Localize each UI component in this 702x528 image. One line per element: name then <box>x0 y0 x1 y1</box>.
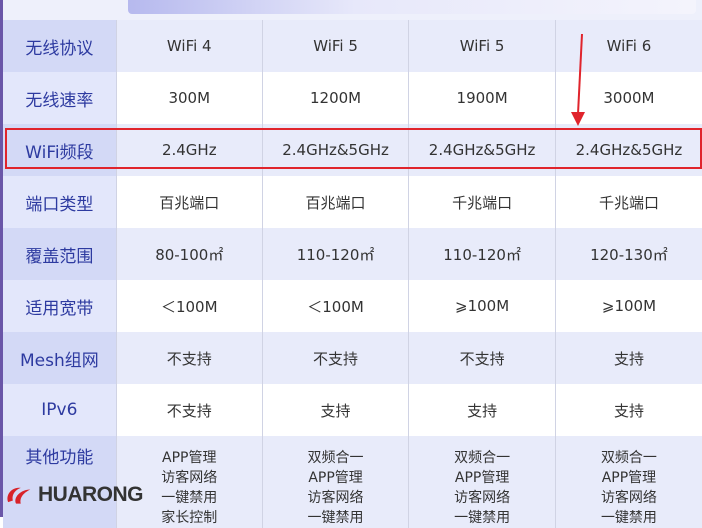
feature-item: APP管理 <box>308 470 363 486</box>
feature-item: 双频合一 <box>307 450 364 466</box>
table-cell: 1900M <box>408 72 556 124</box>
feature-item: APP管理 <box>162 450 217 466</box>
table-cell: 2.4GHz <box>115 124 263 176</box>
row-label: 适用宽带 <box>3 280 117 332</box>
row-label: IPv6 <box>3 384 117 436</box>
banner-bar <box>128 0 696 14</box>
feature-item: 访客网络 <box>161 470 218 486</box>
table-cell: 双频合一 APP管理访客网络一键禁用 <box>261 436 409 528</box>
feature-item: 一键禁用 <box>161 490 218 506</box>
feature-item: 双频合一 <box>454 450 511 466</box>
table-cell: 支持 <box>554 384 702 436</box>
table-row: 覆盖范围 80-100㎡ 110-120㎡ 110-120㎡ 120-130㎡ <box>3 228 702 280</box>
table-row: 端口类型 百兆端口 百兆端口 千兆端口 千兆端口 <box>3 176 702 228</box>
red-arrow-icon <box>571 33 585 126</box>
feature-item: APP管理 <box>454 470 510 486</box>
table-cell: 80-100㎡ <box>115 228 263 280</box>
feature-item: 双频合一 <box>600 450 657 466</box>
feature-item: 一键禁用 <box>600 510 657 526</box>
comparison-table: 无线协议 WiFi 4 WiFi 5 WiFi 5 WiFi 6 无线速率 300M 1200… <box>3 20 702 528</box>
table-cell: 千兆端口 <box>554 176 702 228</box>
table-cell: WiFi 4 <box>115 20 263 72</box>
top-banner <box>0 0 702 20</box>
table-row: Mesh组网 不支持 不支持 不支持 支持 <box>3 332 702 384</box>
table-cell: 2.4GHz&5GHz <box>554 124 702 176</box>
table-cell: 百兆端口 <box>261 176 409 228</box>
table-cell: 百兆端口 <box>115 176 263 228</box>
table-cell: 300M <box>115 72 263 124</box>
table-cell: 双频合一 APP管理访客网络一键禁用 <box>554 436 702 528</box>
watermark-text: HUARONG <box>38 483 144 506</box>
table-row: 适用宽带 ＜100M ＜100M ⩾100M ⩾100M <box>3 280 702 332</box>
row-label: 其他功能 <box>3 436 117 528</box>
table-cell: 支持 <box>408 384 556 436</box>
feature-item: 访客网络 <box>307 490 364 506</box>
table-cell: ＜100M <box>261 280 409 332</box>
table-cell: 支持 <box>261 384 409 436</box>
feature-item: 一键禁用 <box>307 510 364 526</box>
table-cell: 1200M <box>261 72 409 124</box>
row-label: 覆盖范围 <box>3 228 117 280</box>
table-cell: ⩾100M <box>408 280 556 332</box>
huarong-logo-icon <box>7 487 31 504</box>
table-cell: ⩾100M <box>554 280 702 332</box>
table-cell: 120-130㎡ <box>554 228 702 280</box>
huarong-watermark: HUARONG <box>5 482 144 508</box>
row-label: 无线速率 <box>3 72 117 124</box>
row-label: 无线协议 <box>3 20 117 72</box>
table-cell: WiFi 5 <box>408 20 556 72</box>
feature-item: 访客网络 <box>454 490 511 506</box>
table-cell: 不支持 <box>115 384 263 436</box>
feature-item: APP管理 <box>601 470 657 486</box>
table-row: 无线速率 300M 1200M 1900M 3000M <box>3 72 702 124</box>
table-cell: 双频合一 APP管理访客网络一键禁用 <box>408 436 556 528</box>
row-label: 端口类型 <box>3 176 117 228</box>
table-cell: WiFi 5 <box>261 20 409 72</box>
feature-item: 家长控制 <box>161 510 218 526</box>
table-cell: 110-120㎡ <box>408 228 556 280</box>
table-row: WiFi频段 2.4GHz 2.4GHz&5GHz 2.4GHz&5GHz 2.4GHz… <box>3 124 702 176</box>
row-label: WiFi频段 <box>3 124 117 176</box>
feature-item: 一键禁用 <box>454 510 511 526</box>
table-cell: 不支持 <box>408 332 556 384</box>
table-cell: 不支持 <box>261 332 409 384</box>
table-cell: 不支持 <box>115 332 263 384</box>
row-label: Mesh组网 <box>3 332 117 384</box>
table-cell: 110-120㎡ <box>261 228 409 280</box>
feature-item: 访客网络 <box>600 490 657 506</box>
table-row-other: 其他功能 APP管理 访客网络 一键禁用 家长控制 双频合一 APP管理 访客网络 一键禁用 双频… <box>3 436 702 528</box>
table-row: 无线协议 WiFi 4 WiFi 5 WiFi 5 WiFi 6 <box>3 20 702 72</box>
table-cell: APP管理访客网络一键禁用家长控制 <box>115 436 263 528</box>
table-cell: 2.4GHz&5GHz <box>261 124 409 176</box>
table-cell: 千兆端口 <box>408 176 556 228</box>
table-cell: 2.4GHz&5GHz <box>408 124 556 176</box>
table-cell: 支持 <box>554 332 702 384</box>
table-cell: ＜100M <box>115 280 263 332</box>
table-row: IPv6 不支持 支持 支持 支持 <box>3 384 702 436</box>
left-border <box>0 0 3 517</box>
